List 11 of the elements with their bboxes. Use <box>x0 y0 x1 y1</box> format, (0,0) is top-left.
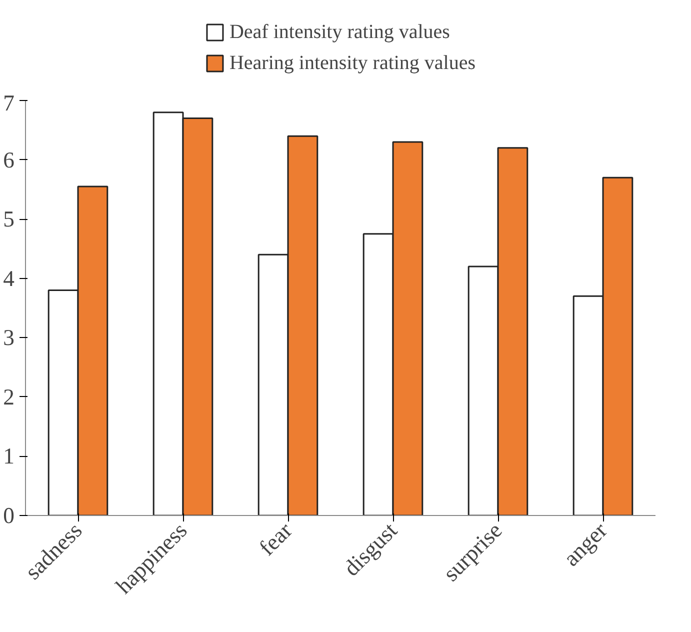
legend-label: Hearing intensity rating values <box>229 52 476 74</box>
y-tick-label: 2 <box>3 384 14 410</box>
y-tick-label: 5 <box>3 206 14 232</box>
x-tick-label: fear <box>254 517 298 560</box>
y-tick-label: 1 <box>3 444 14 469</box>
y-tick-label: 4 <box>3 266 14 291</box>
y-tick-label: 7 <box>3 90 14 116</box>
y-tick-label: 3 <box>3 325 14 350</box>
y-tick-label: 0 <box>3 503 14 528</box>
y-tick-label: 6 <box>3 147 14 172</box>
legend-label: Deaf intensity rating values <box>229 20 450 44</box>
